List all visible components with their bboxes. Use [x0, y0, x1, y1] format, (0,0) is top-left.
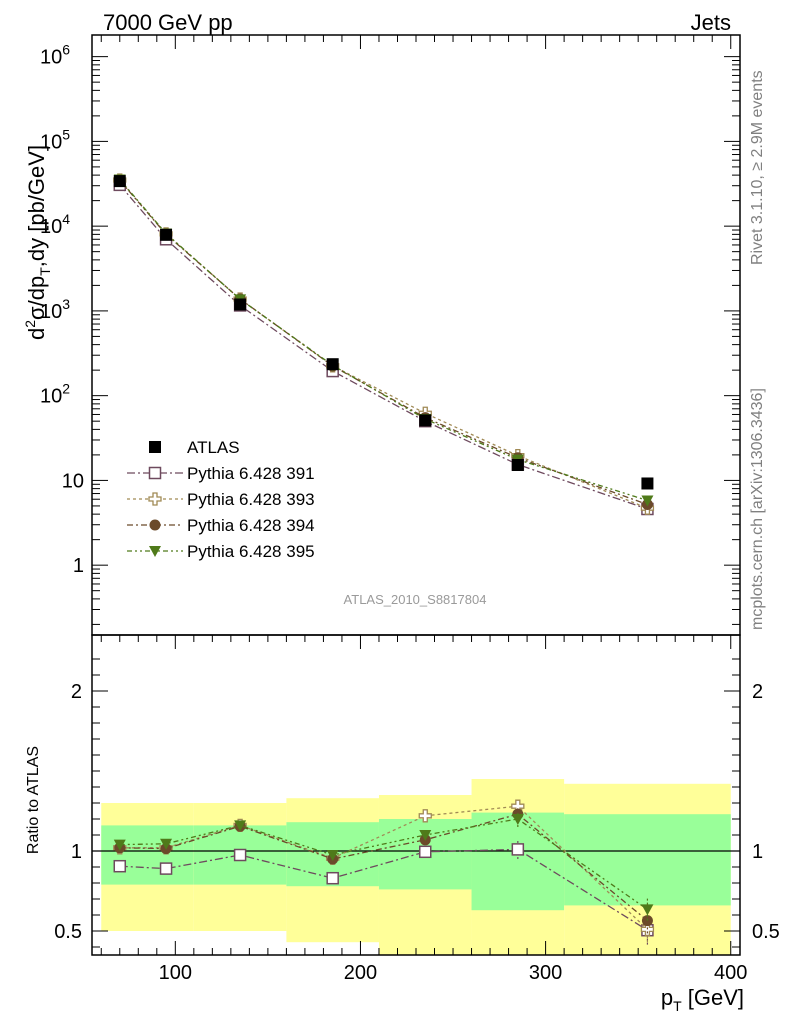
- ratio-frame: [91, 634, 741, 956]
- legend-label: Pythia 6.428 395: [187, 542, 315, 561]
- legend-marker: [148, 492, 162, 506]
- ratio-uncertainty-bands: [101, 779, 731, 955]
- main-data-point: [326, 358, 339, 371]
- ratio-data-point: [113, 859, 127, 873]
- legend-entry: Pythia 6.428 393: [127, 490, 315, 509]
- ratio-y-tick-label-right: 2: [752, 681, 763, 703]
- ratio-y-tick-label: 0.5: [54, 921, 82, 943]
- x-tick-label: 400: [714, 962, 747, 984]
- ratio-data-point: [419, 845, 432, 859]
- ratio-data-point: [326, 871, 339, 885]
- main-panel: 1 10 102 103 104 105 106: [40, 34, 741, 955]
- analysis-id-label: ATLAS_2010_S8817804: [344, 592, 487, 607]
- legend-label: Pythia 6.428 391: [187, 464, 315, 483]
- main-ylabel: d2σ/dpT,dy [pb/GeV]: [22, 145, 53, 340]
- ratio-data-point: [233, 848, 247, 862]
- legend: ATLAS Pythia 6.428 391 Pythia 6.428 393 Pyt…: [127, 438, 315, 561]
- legend-entry: Pythia 6.428 391: [127, 464, 315, 483]
- ratio-data-point: [234, 820, 247, 832]
- x-tick-label: 200: [344, 962, 377, 984]
- ratio-band-green-4: [471, 812, 565, 911]
- ratio-data-point: [419, 830, 432, 841]
- x-tick-label: 100: [159, 962, 192, 984]
- ratio-series-pythia-6-428-395: [113, 811, 654, 921]
- legend-label: ATLAS: [187, 438, 240, 457]
- legend-marker: [149, 441, 161, 453]
- rivet-version-label: Rivet 3.1.10, ≥ 2.9M events: [749, 70, 766, 265]
- header-collision: 7000 GeV pp: [103, 10, 233, 35]
- mcplots-label: mcplots.cern.ch [arXiv:1306.3436]: [749, 388, 766, 630]
- legend-entry: Pythia 6.428 395: [127, 542, 315, 561]
- main-data-point: [113, 175, 126, 188]
- main-y-tick-label: 1: [73, 555, 84, 577]
- main-y-tick-label: 103: [40, 296, 70, 323]
- main-data-point: [234, 298, 247, 311]
- main-y-tick-label: 102: [40, 381, 70, 408]
- x-tick-label: 300: [529, 962, 562, 984]
- main-series-line: [119, 184, 648, 510]
- ratio-data-point: [511, 843, 525, 856]
- ratio-ylabel: Ratio to ATLAS: [25, 746, 42, 854]
- main-series-line: [119, 179, 648, 509]
- ratio-data-point: [418, 809, 432, 823]
- legend-marker: [148, 466, 162, 480]
- ratio-band-green-5: [564, 814, 731, 906]
- header-process: Jets: [691, 10, 731, 35]
- ratio-data-point: [113, 839, 126, 851]
- legend-label: Pythia 6.428 394: [187, 516, 315, 535]
- ratio-data-point: [641, 904, 654, 916]
- legend-entry: Pythia 6.428 394: [127, 516, 315, 535]
- main-y-tick-label: 106: [40, 42, 70, 69]
- main-y-tick-label: 104: [40, 211, 70, 238]
- ratio-y-tick-label: 1: [71, 841, 82, 863]
- ratio-data-point: [511, 814, 524, 825]
- main-data-point: [511, 459, 524, 472]
- main-series-atlas: [113, 175, 654, 490]
- main-data-point: [419, 414, 432, 427]
- main-y-tick-label: 10: [62, 470, 84, 492]
- ratio-data-point: [160, 838, 173, 850]
- legend-label: Pythia 6.428 393: [187, 490, 315, 509]
- ratio-series-pythia-6-428-391: [113, 839, 654, 945]
- main-data-point: [641, 495, 654, 507]
- main-y-tick-label: 105: [40, 126, 70, 153]
- ratio-y-tick-label-right: 0.5: [752, 921, 780, 943]
- ratio-band-green-0: [101, 825, 194, 885]
- x-axis-label: pT [GeV]: [661, 985, 744, 1014]
- main-data-point: [641, 477, 654, 490]
- legend-marker: [149, 519, 161, 531]
- legend-entry: ATLAS: [149, 438, 240, 457]
- ratio-y-tick-label-right: 1: [752, 841, 763, 863]
- main-series-pythia-6-428-394: [114, 174, 653, 510]
- ratio-data-point: [159, 862, 173, 875]
- ratio-data-point: [326, 850, 339, 861]
- ratio-y-tick-label: 2: [71, 681, 82, 703]
- main-data-point: [160, 228, 173, 241]
- legend-marker: [149, 546, 161, 557]
